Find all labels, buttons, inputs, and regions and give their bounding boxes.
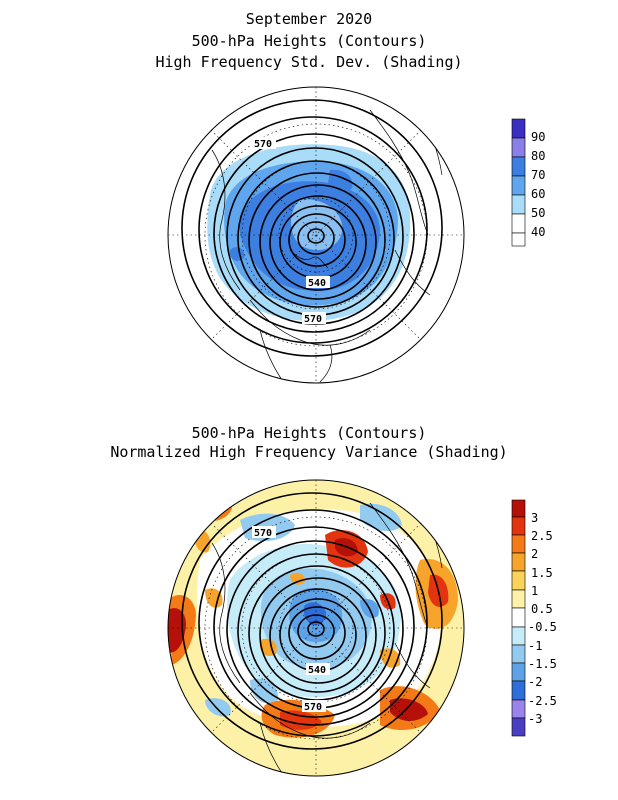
top-cb-label-50: 50 bbox=[531, 206, 545, 220]
top-contour-label-570-a: 570 bbox=[254, 139, 272, 150]
top-contour-label-540: 540 bbox=[308, 278, 326, 289]
top-cb-label-40: 40 bbox=[531, 225, 545, 239]
bottom-contour-label-540: 540 bbox=[308, 665, 326, 676]
top-cb-label-80: 80 bbox=[531, 149, 545, 163]
top-cb-label-90: 90 bbox=[531, 130, 545, 144]
bottom-contour-label-570-a: 570 bbox=[254, 528, 272, 539]
top-colorbar: 90 80 70 60 50 40 bbox=[511, 118, 545, 247]
bottom-cb-label-neg-0-5: -0.5 bbox=[528, 620, 557, 634]
bottom-cb-label-1-5: 1.5 bbox=[531, 566, 553, 580]
bottom-cb-label-3: 3 bbox=[531, 511, 538, 525]
top-map-border bbox=[167, 86, 465, 384]
bottom-cb-label-1: 1 bbox=[531, 584, 538, 598]
bottom-polar-map: 570 540 570 bbox=[167, 479, 465, 777]
bottom-contour-label-570-b: 570 bbox=[304, 702, 322, 713]
top-title-contours: 500-hPa Heights (Contours) bbox=[191, 32, 427, 50]
bottom-title-contours: 500-hPa Heights (Contours) bbox=[191, 424, 427, 442]
bottom-coastlines bbox=[211, 502, 443, 774]
top-polar-map: 570 540 570 bbox=[167, 86, 465, 384]
bottom-contour-labels: 570 540 570 bbox=[252, 526, 330, 713]
bottom-cb-label-0-5: 0.5 bbox=[531, 602, 553, 616]
top-title-date: September 2020 bbox=[245, 10, 373, 28]
bottom-map-border bbox=[167, 479, 465, 777]
top-contour-labels: 570 540 570 bbox=[252, 137, 330, 325]
bottom-variance-shading bbox=[168, 493, 458, 738]
top-cb-label-60: 60 bbox=[531, 187, 545, 201]
bottom-colorbar: 3 2.5 2 1.5 1 0.5 -0.5 -1 -1.5 -2 -2.5 -… bbox=[511, 499, 557, 737]
bottom-cb-label-neg-3: -3 bbox=[528, 712, 542, 726]
bottom-cb-label-neg-1: -1 bbox=[528, 639, 542, 653]
bottom-title-shading: Normalized High Frequency Variance (Shad… bbox=[110, 443, 508, 461]
bottom-cb-label-neg-2-5: -2.5 bbox=[528, 694, 557, 708]
bottom-cb-label-2-5: 2.5 bbox=[531, 529, 553, 543]
top-contour-label-570-b: 570 bbox=[304, 314, 322, 325]
bottom-cb-label-neg-2: -2 bbox=[528, 675, 542, 689]
top-title-shading: High Frequency Std. Dev. (Shading) bbox=[155, 53, 463, 71]
bottom-cb-label-neg-1-5: -1.5 bbox=[528, 657, 557, 671]
bottom-cb-label-2: 2 bbox=[531, 547, 538, 561]
top-cb-label-70: 70 bbox=[531, 168, 545, 182]
